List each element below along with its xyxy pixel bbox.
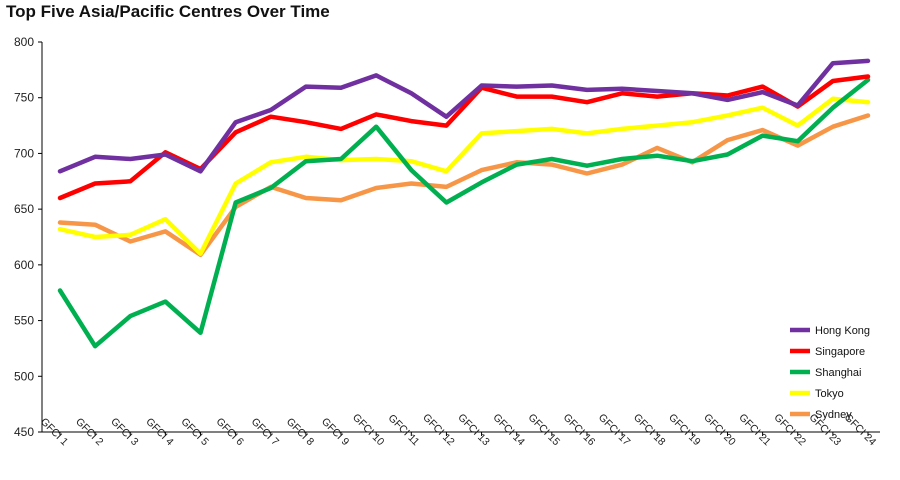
x-tick-label: GFCI 14: [491, 412, 528, 449]
x-tick-label: GFCI 13: [455, 412, 492, 449]
x-tick-label: GFCI 10: [350, 412, 387, 449]
x-tick-label: GFCI 21: [736, 412, 773, 449]
y-tick-label: 800: [14, 35, 34, 49]
x-tick-label: GFCI 19: [666, 412, 703, 449]
x-tick-label: GFCI 16: [561, 412, 598, 449]
y-tick-label: 650: [14, 202, 34, 216]
x-tick-label: GFCI 22: [772, 412, 809, 449]
series-line-hong-kong: [57, 58, 871, 174]
y-tick-label: 450: [14, 425, 34, 439]
series-line-shanghai: [57, 77, 871, 349]
x-tick-label: GFCI 20: [701, 412, 738, 449]
y-tick-label: 500: [14, 369, 34, 383]
y-tick-label: 600: [14, 258, 34, 272]
x-tick-label: GFCI 11: [386, 412, 422, 448]
x-tick-label: GFCI 18: [631, 412, 668, 449]
legend-label-tokyo: Tokyo: [815, 388, 844, 400]
legend: Hong Kong Singapore Shanghai Tokyo Sydney: [790, 325, 870, 421]
x-tick-label: GFCI 17: [596, 412, 633, 449]
legend-label-singapore: Singapore: [815, 346, 865, 358]
legend-label-sydney: Sydney: [815, 409, 852, 421]
x-tick-label: GFCI 12: [420, 412, 457, 449]
legend-label-shanghai: Shanghai: [815, 367, 862, 379]
x-tick-label: GFCI 15: [526, 412, 563, 449]
series-line-tokyo: [57, 96, 871, 256]
y-tick-label: 750: [14, 91, 34, 105]
chart-title: Top Five Asia/Pacific Centres Over Time: [6, 2, 330, 21]
legend-label-hong-kong: Hong Kong: [815, 325, 870, 337]
y-tick-label: 550: [14, 314, 34, 328]
y-tick-label: 700: [14, 146, 34, 160]
